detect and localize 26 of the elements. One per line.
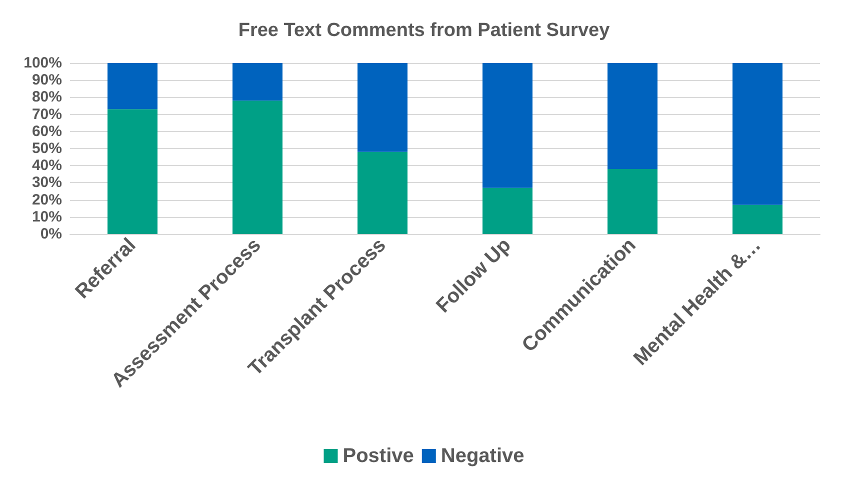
y-tick-label: 10% xyxy=(32,208,62,226)
y-tick-label: 80% xyxy=(32,88,62,106)
legend-label: Negative xyxy=(440,445,524,467)
chart-title: Free Text Comments from Patient Survey xyxy=(238,20,610,41)
bar xyxy=(108,109,158,234)
y-tick-label: 90% xyxy=(32,72,62,89)
bar xyxy=(732,204,782,234)
bar xyxy=(608,169,658,234)
bar xyxy=(482,63,532,188)
bar xyxy=(608,63,658,170)
y-tick-label: 40% xyxy=(32,157,62,174)
y-tick-label: 0% xyxy=(40,226,62,242)
y-tick-label: 50% xyxy=(32,140,62,157)
y-tick-label: 100% xyxy=(24,54,62,72)
bar xyxy=(358,63,408,152)
y-tick-label: 30% xyxy=(32,174,62,192)
bar xyxy=(108,63,158,110)
bar xyxy=(232,100,282,234)
legend-label: Postive xyxy=(342,445,414,467)
bar xyxy=(732,63,782,205)
bar xyxy=(482,188,532,234)
y-tick-label: 20% xyxy=(32,191,62,208)
y-tick-label: 70% xyxy=(32,106,62,123)
y-tick-label: 60% xyxy=(32,122,62,140)
bar xyxy=(232,63,282,101)
bar xyxy=(358,152,408,234)
